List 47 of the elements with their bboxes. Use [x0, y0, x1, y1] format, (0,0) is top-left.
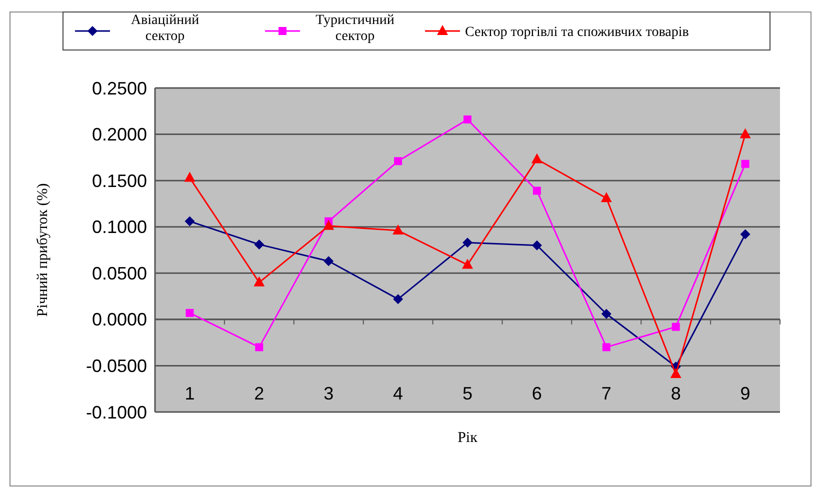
y-tick-label: 0.0000	[92, 310, 147, 330]
x-axis-title: Рік	[458, 430, 478, 446]
x-tick-label: 6	[532, 383, 542, 404]
x-tick-label: 8	[670, 383, 681, 404]
legend-label: Туристичний сектор	[316, 13, 395, 44]
point	[184, 216, 195, 226]
point	[393, 294, 404, 304]
y-tick-label: 0.1500	[92, 170, 147, 191]
y-tick-label: 0.1000	[92, 217, 147, 238]
point	[462, 258, 473, 269]
x-tick-label: 4	[393, 383, 404, 404]
x-tick-label: 7	[601, 383, 612, 404]
x-tick-label: 3	[324, 383, 334, 404]
y-tick-label: 0.2000	[92, 124, 147, 145]
point	[602, 343, 610, 352]
point	[394, 157, 402, 166]
point	[740, 128, 751, 138]
point	[464, 115, 472, 124]
point	[255, 343, 264, 352]
y-tick-label: 0.0500	[92, 263, 147, 284]
point	[601, 308, 612, 319]
x-tick-label: 5	[462, 383, 473, 404]
x-tick-label: 2	[254, 383, 264, 404]
y-tick-label: -0.0500	[86, 356, 147, 376]
x-tick-label: 1	[184, 383, 195, 404]
point	[672, 322, 680, 331]
point	[741, 160, 750, 168]
point	[740, 229, 750, 240]
point	[532, 240, 542, 250]
y-tick-label: 0.2500	[92, 78, 147, 98]
legend-label: Сектор торгівлі та споживчих товарів	[465, 25, 690, 40]
point	[392, 224, 404, 235]
point	[254, 239, 264, 250]
point	[323, 220, 334, 230]
legend-label: Авіаційний сектор	[130, 13, 200, 44]
y-tick-label: -0.1000	[86, 402, 147, 422]
point	[254, 276, 265, 286]
x-tick-label: 9	[740, 383, 750, 404]
point	[532, 186, 541, 195]
point	[184, 172, 196, 182]
point	[462, 238, 472, 248]
point	[531, 153, 542, 164]
point	[600, 192, 612, 202]
point	[324, 256, 334, 266]
point	[186, 308, 194, 317]
y-axis-title: Річний прибуток (%)	[35, 183, 51, 317]
point	[670, 368, 682, 378]
